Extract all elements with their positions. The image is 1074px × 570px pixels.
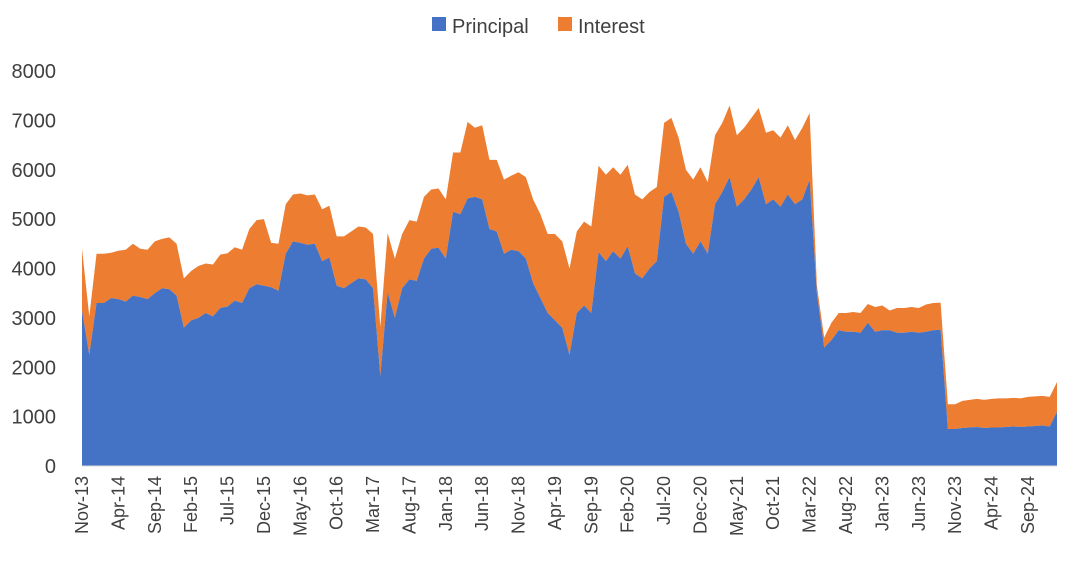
y-tick-label: 2000 (12, 357, 57, 379)
legend-swatch-principal (432, 17, 446, 31)
x-tick-label: Mar-17 (363, 476, 383, 533)
legend-label-interest: Interest (578, 16, 645, 38)
x-tick-label: Aug-22 (836, 476, 856, 534)
x-tick-label: Jun-23 (909, 476, 929, 531)
x-tick-label: Aug-17 (399, 476, 419, 534)
x-tick-label: Jun-18 (472, 476, 492, 531)
y-tick-label: 7000 (12, 110, 57, 132)
x-tick-label: Feb-20 (618, 476, 638, 533)
x-tick-label: May-16 (290, 476, 310, 536)
y-tick-label: 6000 (12, 160, 57, 182)
x-tick-label: Oct-21 (763, 476, 783, 530)
x-tick-label: Apr-14 (108, 476, 128, 530)
legend-label-principal: Principal (452, 16, 529, 38)
y-tick-label: 8000 (12, 61, 57, 83)
x-axis: Nov-13 Apr-14 Sep-14 Feb-15 Jul-15 Dec-15 May-… (72, 476, 1038, 536)
series-area-principal (82, 177, 1057, 466)
series-area-interest (82, 105, 1057, 429)
x-tick-label: Dec-15 (254, 476, 274, 534)
x-tick-label: Jan-18 (436, 476, 456, 531)
x-tick-label: Oct-16 (327, 476, 347, 530)
x-tick-label: Sep-24 (1018, 476, 1038, 534)
y-tick-label: 0 (45, 456, 56, 478)
y-tick-label: 3000 (12, 308, 57, 330)
y-axis: 0 1000 2000 3000 4000 5000 6000 7000 8000 (12, 61, 57, 478)
x-tick-label: Jul-20 (654, 476, 674, 525)
x-tick-label: Jul-15 (218, 476, 238, 525)
y-tick-label: 5000 (12, 209, 57, 231)
legend-swatch-interest (558, 17, 572, 31)
x-tick-label: Apr-24 (982, 476, 1002, 530)
x-tick-label: May-21 (727, 476, 747, 536)
y-tick-label: 1000 (12, 407, 57, 429)
plot-area (82, 105, 1057, 466)
y-tick-label: 4000 (12, 259, 57, 281)
x-tick-label: Mar-22 (800, 476, 820, 533)
x-tick-label: Sep-19 (581, 476, 601, 534)
x-tick-label: Dec-20 (690, 476, 710, 534)
x-tick-label: Sep-14 (145, 476, 165, 534)
x-tick-label: Nov-23 (945, 476, 965, 534)
x-tick-label: Feb-15 (181, 476, 201, 533)
legend: Principal Interest (432, 16, 645, 38)
x-tick-label: Apr-19 (545, 476, 565, 530)
x-tick-label: Jan-23 (872, 476, 892, 531)
x-tick-label: Nov-18 (509, 476, 529, 534)
x-tick-label: Nov-13 (72, 476, 92, 534)
